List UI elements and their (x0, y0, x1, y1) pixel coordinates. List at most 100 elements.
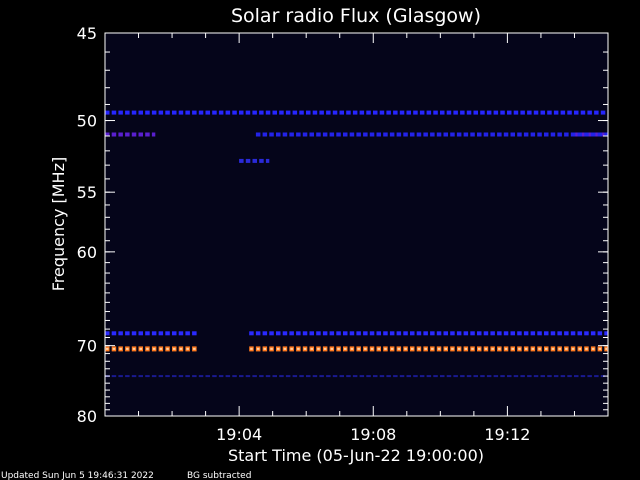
emission-band-0 (433, 110, 438, 115)
emission-band-0 (352, 110, 358, 115)
emission-band-2 (343, 132, 348, 137)
emission-band-6 (587, 375, 592, 378)
emission-band-6 (312, 375, 318, 378)
emission-band-core-5 (484, 347, 488, 350)
emission-band-0 (172, 110, 177, 115)
emission-band-2 (349, 132, 355, 137)
emission-band-2 (262, 132, 268, 137)
emission-band-6 (299, 375, 304, 378)
emission-band-3 (259, 158, 264, 163)
emission-band-6 (393, 375, 398, 378)
emission-band-6 (118, 375, 123, 378)
emission-band-0 (158, 110, 164, 115)
emission-band-core-5 (551, 347, 555, 350)
emission-band-4 (443, 331, 448, 336)
emission-band-2 (302, 132, 308, 137)
emission-band-2 (497, 132, 502, 137)
emission-band-1 (151, 132, 156, 137)
emission-band-0 (111, 110, 117, 115)
emission-band-4 (178, 331, 184, 336)
emission-band-1 (145, 132, 150, 137)
emission-band-core-5 (605, 347, 607, 350)
emission-band-1 (131, 132, 137, 137)
emission-band-core-5 (404, 347, 407, 350)
updated-timestamp: Updated Sun Jun 5 19:46:31 2022 (1, 471, 154, 480)
emission-band-2 (410, 132, 415, 137)
emission-band-6 (272, 375, 277, 378)
emission-band-4 (322, 331, 328, 336)
emission-band-4 (125, 331, 130, 336)
emission-band-core-5 (511, 347, 514, 350)
emission-band-3 (239, 158, 244, 163)
emission-band-0 (547, 110, 552, 115)
emission-band-2 (363, 132, 368, 137)
emission-band-2 (470, 132, 475, 137)
emission-band-6 (145, 375, 150, 378)
emission-band-0 (218, 110, 224, 115)
emission-band-core-5 (186, 347, 189, 350)
emission-band-0 (366, 110, 371, 115)
emission-band-4 (138, 331, 143, 336)
emission-band-4 (510, 331, 515, 336)
x-axis-label: Start Time (05-Jun-22 19:00:00) (228, 446, 484, 465)
emission-band-0 (440, 110, 445, 115)
emission-band-0 (292, 110, 298, 115)
emission-band-core-5 (126, 347, 129, 350)
emission-band-0 (446, 110, 452, 115)
emission-band-4 (456, 331, 462, 336)
emission-band-4 (151, 331, 157, 336)
emission-band-4 (564, 331, 569, 336)
emission-band-1 (118, 132, 123, 137)
emission-band-4 (356, 331, 361, 336)
emission-band-core-5 (344, 347, 347, 350)
emission-band-2 (436, 132, 442, 137)
emission-band-0 (192, 110, 197, 115)
emission-bands (105, 110, 608, 378)
emission-band-6 (125, 375, 130, 378)
y-tick-label: 80 (77, 407, 97, 426)
emission-band-0 (500, 110, 505, 115)
emission-band-core-5 (598, 347, 602, 350)
emission-band-4 (309, 331, 314, 336)
emission-band-1 (581, 132, 586, 137)
emission-band-2 (309, 132, 314, 137)
emission-band-0 (413, 110, 418, 115)
emission-band-6 (359, 375, 365, 378)
emission-band-core-5 (504, 347, 508, 350)
emission-band-0 (232, 110, 237, 115)
emission-band-4 (537, 331, 542, 336)
emission-band-6 (433, 375, 438, 378)
emission-band-4 (410, 331, 415, 336)
emission-band-2 (517, 132, 522, 137)
emission-band-6 (165, 375, 170, 378)
emission-band-core-5 (303, 347, 307, 350)
emission-band-0 (131, 110, 137, 115)
emission-band-0 (225, 110, 231, 115)
emission-band-core-5 (350, 347, 354, 350)
emission-band-6 (218, 375, 224, 378)
emission-band-core-5 (571, 347, 575, 350)
emission-band-0 (212, 110, 217, 115)
emission-band-0 (252, 110, 257, 115)
emission-band-0 (285, 110, 291, 115)
emission-band-0 (245, 110, 251, 115)
emission-band-0 (533, 110, 539, 115)
emission-band-0 (386, 110, 391, 115)
emission-band-2 (329, 132, 335, 137)
y-tick-label: 55 (77, 183, 97, 202)
emission-band-4 (343, 331, 348, 336)
emission-band-0 (393, 110, 398, 115)
emission-band-6 (453, 375, 458, 378)
emission-band-2 (289, 132, 294, 137)
emission-band-2 (336, 132, 341, 137)
emission-band-6 (547, 375, 552, 378)
emission-band-6 (185, 375, 190, 378)
emission-band-6 (466, 375, 472, 378)
emission-band-4 (403, 331, 408, 336)
emission-band-core-5 (518, 347, 521, 350)
emission-band-4 (550, 331, 556, 336)
emission-band-core-5 (112, 347, 116, 350)
emission-band-0 (480, 110, 485, 115)
emission-band-4 (282, 331, 288, 336)
emission-band-0 (151, 110, 157, 115)
